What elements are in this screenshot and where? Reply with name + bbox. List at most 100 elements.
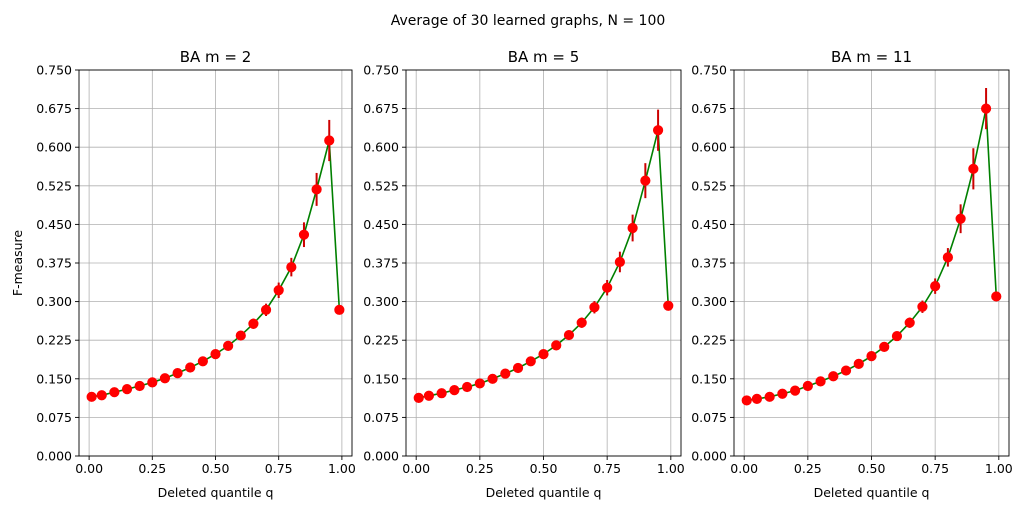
data-point [551,340,562,351]
data-point [159,373,171,384]
y-tick-label: 0.675 [36,101,72,116]
x-tick-label: 0.00 [75,461,103,476]
data-point [109,387,120,398]
data-point [96,390,107,401]
data-point [777,388,788,399]
y-tick-label: 0.300 [36,294,72,309]
y-tick-label: 0.750 [36,63,72,78]
data-point [538,348,549,360]
data-point [764,391,775,402]
x-tick-label: 0.25 [466,461,494,476]
data-point [991,291,1002,302]
data-point [298,229,310,240]
data-point [866,351,877,362]
x-tick-label: 0.00 [402,461,430,476]
data-point [210,348,221,360]
x-tick-label: 0.50 [202,461,230,476]
y-tick-label: 0.225 [36,333,72,348]
data-point [248,318,259,329]
data-point [828,371,839,382]
x-axis-label: Deleted quantile q [158,485,274,500]
y-tick-label: 0.600 [363,140,399,155]
y-tick-label: 0.225 [363,333,399,348]
data-point [449,385,460,396]
data-point [802,380,813,392]
y-tick-label: 0.150 [691,371,727,386]
subplot-1: 0.000 0.075 0.150 0.225 0.300 0.375 0.450 0.525… [10,48,356,500]
data-point [223,340,234,351]
data-point [955,213,966,224]
subplots: 0.000 0.075 0.150 0.225 0.300 0.375 0.450 0.525… [10,48,1013,500]
x-tick-label: 0.00 [730,461,758,476]
x-tick-label: 0.50 [530,461,558,476]
data-point [260,304,272,315]
data-point [741,395,752,406]
data-point [474,378,485,389]
y-tick-label: 0.525 [36,178,72,193]
data-point [576,317,587,328]
data-point [134,380,145,392]
y-tick-label: 0.375 [363,256,399,271]
data-point [663,300,674,311]
data-point [840,365,852,376]
data-point [815,376,826,387]
data-point [614,256,625,268]
y-tick-label: 0.075 [363,410,399,425]
x-tick-label: 1.00 [328,461,356,476]
data-point [589,302,600,313]
data-point [487,373,498,384]
data-point [147,377,158,388]
subplot-title: BA m = 2 [180,48,252,66]
y-tick-label: 0.300 [691,294,727,309]
data-point [563,329,575,341]
y-tick-label: 0.750 [691,63,727,78]
y-tick-label: 0.375 [691,256,727,271]
y-tick-label: 0.075 [36,410,72,425]
x-tick-label: 0.25 [794,461,822,476]
y-tick-label: 0.600 [36,140,72,155]
y-tick-label: 0.375 [36,256,72,271]
data-point [942,252,953,263]
data-point [500,368,511,379]
data-point [968,163,979,174]
data-point [917,301,928,312]
data-point [904,317,915,328]
x-tick-label: 0.75 [593,461,621,476]
data-point [652,125,664,136]
x-axis-label: Deleted quantile q [814,485,930,500]
y-tick-label: 0.525 [691,178,727,193]
data-point [185,362,196,373]
data-point [197,356,208,367]
y-tick-label: 0.450 [363,217,399,232]
data-point [891,330,903,342]
data-point [172,368,183,379]
data-point [525,356,536,367]
y-tick-label: 0.675 [363,101,399,116]
data-point [879,341,890,352]
data-point [334,304,345,315]
y-tick-label: 0.600 [691,140,727,155]
x-tick-label: 0.50 [858,461,886,476]
figure-suptitle: Average of 30 learned graphs, N = 100 [391,13,666,29]
data-point [423,390,435,401]
subplot-title: BA m = 11 [831,48,912,66]
y-axis-label: F-measure [10,230,25,297]
data-point [640,175,651,186]
y-tick-label: 0.000 [36,449,72,464]
data-point [602,282,613,293]
data-point [286,262,297,273]
y-tick-label: 0.525 [363,178,399,193]
data-point [980,103,992,114]
y-tick-label: 0.225 [691,333,727,348]
data-point [273,285,284,296]
x-tick-label: 0.25 [138,461,166,476]
data-point [235,330,246,341]
x-axis-label: Deleted quantile q [486,485,602,500]
y-tick-label: 0.000 [363,449,399,464]
y-tick-label: 0.000 [691,449,727,464]
y-tick-label: 0.075 [691,410,727,425]
data-point [86,391,97,402]
data-point [627,222,638,234]
